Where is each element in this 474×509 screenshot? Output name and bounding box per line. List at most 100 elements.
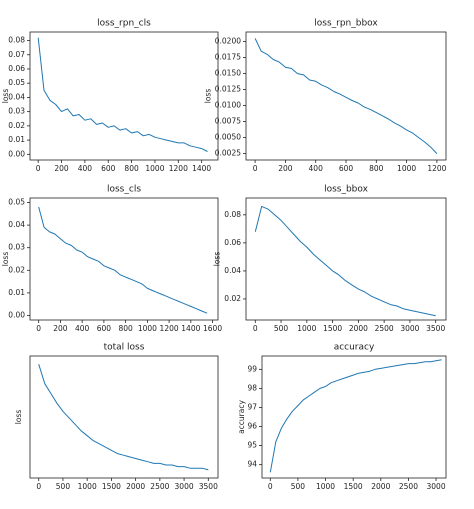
- subplot-title: accuracy: [334, 343, 375, 353]
- x-tick-label: 800: [369, 164, 384, 173]
- y-tick-label: 0.04: [224, 266, 241, 275]
- x-tick-label: 2000: [371, 482, 390, 491]
- x-tick-label: 800: [118, 324, 133, 333]
- y-tick-label: 0.03: [8, 243, 25, 252]
- y-tick-label: 0.0150: [215, 69, 241, 78]
- y-tick-label: 0.01: [8, 135, 25, 144]
- x-tick-label: 1500: [344, 482, 363, 491]
- series-line: [254, 205, 436, 317]
- y-tick-label: 0.04: [8, 220, 25, 229]
- y-axis-label: loss: [204, 89, 213, 104]
- x-tick-label: 600: [97, 324, 112, 333]
- x-tick-label: 2000: [349, 324, 368, 333]
- x-tick-label: 800: [124, 164, 139, 173]
- axes-frame: [245, 31, 447, 161]
- y-tick-label: 0.0125: [215, 85, 241, 94]
- x-tick-label: 0: [36, 164, 41, 173]
- axes-frame: [29, 355, 219, 479]
- y-axis-label: loss: [1, 89, 10, 104]
- y-tick-label: 96: [247, 422, 257, 431]
- axes-frame: [245, 197, 447, 321]
- y-tick-label: 95: [247, 441, 257, 450]
- x-tick-label: 1000: [397, 164, 416, 173]
- x-tick-label: 1000: [145, 164, 164, 173]
- x-tick-label: 3000: [427, 482, 446, 491]
- y-tick-label: 99: [247, 364, 257, 373]
- subplot-title: total loss: [104, 343, 145, 353]
- x-tick-label: 0: [253, 164, 258, 173]
- y-axis-label: accuracy: [237, 400, 246, 434]
- x-tick-label: 200: [53, 324, 68, 333]
- x-tick-label: 200: [278, 164, 293, 173]
- series-line: [38, 363, 209, 471]
- x-tick-label: 3000: [175, 482, 194, 491]
- y-tick-label: 0.08: [224, 210, 241, 219]
- x-tick-label: 500: [291, 482, 306, 491]
- x-tick-label: 600: [101, 164, 116, 173]
- subplot-title: loss_rpn_bbox: [314, 19, 378, 29]
- x-tick-label: 0: [268, 482, 273, 491]
- x-tick-label: 400: [78, 164, 93, 173]
- y-tick-label: 0.0075: [215, 117, 241, 126]
- x-tick-label: 2500: [375, 324, 394, 333]
- x-tick-label: 3000: [400, 324, 419, 333]
- y-tick-label: 0.02: [8, 121, 25, 130]
- y-axis-label: loss: [212, 252, 221, 267]
- x-tick-label: 1000: [297, 324, 316, 333]
- y-tick-label: 0.0100: [215, 101, 241, 110]
- subplot-title: loss_cls: [107, 185, 141, 195]
- y-tick-label: 0.0175: [215, 53, 241, 62]
- y-tick-label: 0.06: [8, 64, 25, 73]
- x-tick-label: 3500: [199, 482, 218, 491]
- subplot-title: loss_rpn_cls: [97, 19, 151, 29]
- y-tick-label: 0.05: [8, 78, 25, 87]
- x-tick-label: 0: [253, 324, 258, 333]
- series-line: [38, 206, 208, 314]
- axes-frame: [29, 31, 219, 161]
- x-tick-label: 2000: [126, 482, 145, 491]
- x-tick-label: 0: [36, 324, 41, 333]
- y-tick-label: 97: [247, 402, 257, 411]
- x-tick-label: 1600: [203, 324, 222, 333]
- x-tick-label: 500: [274, 324, 289, 333]
- x-tick-label: 1500: [323, 324, 342, 333]
- x-tick-label: 1500: [102, 482, 121, 491]
- y-axis-label: loss: [1, 252, 10, 267]
- y-tick-label: 0.01: [8, 288, 25, 297]
- x-tick-label: 200: [54, 164, 69, 173]
- series-line: [37, 37, 208, 152]
- x-tick-label: 600: [339, 164, 354, 173]
- x-tick-label: 1400: [192, 164, 211, 173]
- y-axis-label: loss: [14, 410, 23, 425]
- y-tick-label: 0.07: [8, 50, 25, 59]
- x-tick-label: 1000: [316, 482, 335, 491]
- y-tick-label: 98: [247, 383, 257, 392]
- series-line: [269, 359, 442, 473]
- y-tick-label: 0.06: [224, 238, 241, 247]
- x-tick-label: 400: [309, 164, 324, 173]
- x-tick-label: 400: [75, 324, 90, 333]
- y-tick-label: 0.05: [8, 198, 25, 207]
- x-tick-label: 1200: [160, 324, 179, 333]
- x-tick-label: 1200: [427, 164, 446, 173]
- y-tick-label: 0.0025: [215, 149, 241, 158]
- x-tick-label: 2500: [399, 482, 418, 491]
- x-tick-label: 1000: [78, 482, 97, 491]
- y-tick-label: 0.02: [8, 265, 25, 274]
- series-line: [254, 38, 438, 154]
- subplot-title: loss_bbox: [324, 185, 369, 195]
- y-tick-label: 94: [247, 460, 257, 469]
- y-tick-label: 0.02: [224, 294, 241, 303]
- y-tick-label: 0.0200: [215, 37, 241, 46]
- x-tick-label: 1000: [138, 324, 157, 333]
- y-tick-label: 0.03: [8, 107, 25, 116]
- y-tick-label: 0.00: [8, 310, 25, 319]
- x-tick-label: 1200: [169, 164, 188, 173]
- x-tick-label: 3500: [426, 324, 445, 333]
- axes-frame: [29, 197, 219, 321]
- y-tick-label: 0.04: [8, 92, 25, 101]
- x-tick-label: 500: [56, 482, 71, 491]
- y-tick-label: 0.08: [8, 36, 25, 45]
- y-tick-label: 0.0050: [215, 133, 241, 142]
